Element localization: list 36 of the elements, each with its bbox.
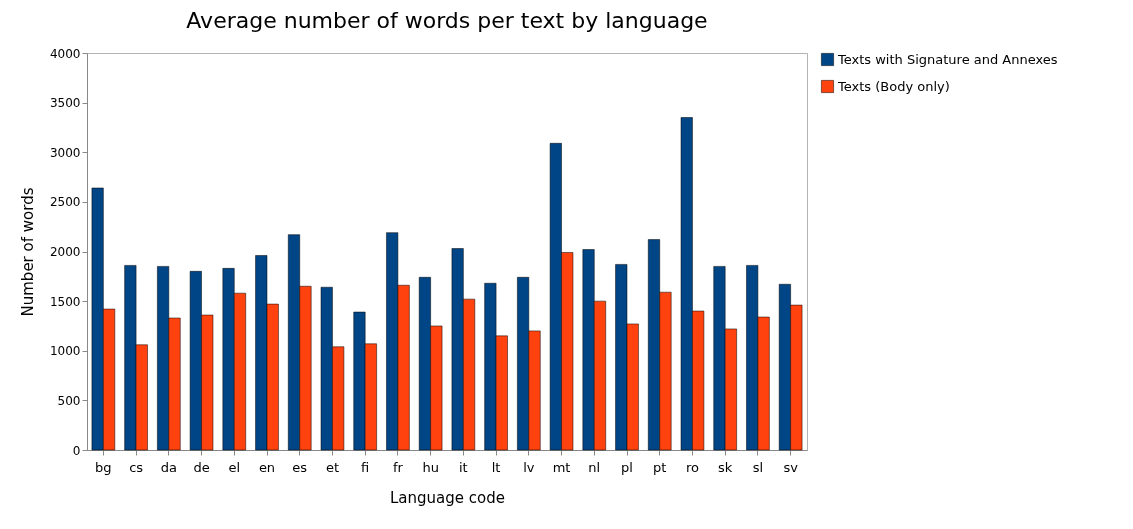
x-tick-label: en (258, 459, 276, 475)
y-tick-label: 1500 (49, 294, 81, 309)
x-tick-label: it (459, 459, 468, 475)
x-axis-title: Language code (390, 488, 505, 507)
x-tick-label: ro (685, 459, 700, 475)
y-tick-label: 500 (57, 393, 81, 408)
x-tick-label: lv (523, 459, 535, 475)
x-tick-label: pl (621, 459, 633, 475)
x-tick-label: mt (552, 459, 571, 475)
x-tick-label: nl (588, 459, 601, 475)
legend-label: Texts (Body only) (837, 78, 950, 94)
y-tick-label: 1000 (49, 344, 81, 359)
x-tick-label: hu (422, 459, 439, 475)
x-tick-label: fi (361, 459, 370, 475)
x-tick-label: sk (718, 459, 733, 475)
y-tick-label: 4000 (49, 46, 81, 61)
x-tick-label: et (325, 459, 340, 475)
legend-label: Texts with Signature and Annexes (837, 51, 1058, 67)
x-tick-label: sl (752, 459, 764, 475)
x-tick-label: bg (95, 459, 112, 475)
chart-title: Average number of words per text by language (186, 8, 708, 33)
x-tick-label: de (193, 459, 210, 475)
x-tick-label: lt (491, 459, 501, 475)
x-tick-label: cs (129, 459, 144, 475)
y-tick-label: 3500 (49, 96, 81, 111)
y-tick-label: 2000 (49, 245, 81, 259)
y-axis-title: Number of words (18, 187, 37, 317)
x-tick-label: fr (392, 459, 404, 475)
x-tick-label: da (160, 459, 177, 475)
x-tick-label: sv (783, 459, 799, 475)
y-tick-label: 2500 (49, 195, 81, 210)
x-tick-label: es (292, 459, 308, 475)
x-tick-label: pt (653, 459, 667, 475)
y-tick-label: 0 (72, 443, 81, 458)
y-tick-label: 3000 (49, 145, 81, 160)
x-tick-label: el (228, 459, 241, 475)
